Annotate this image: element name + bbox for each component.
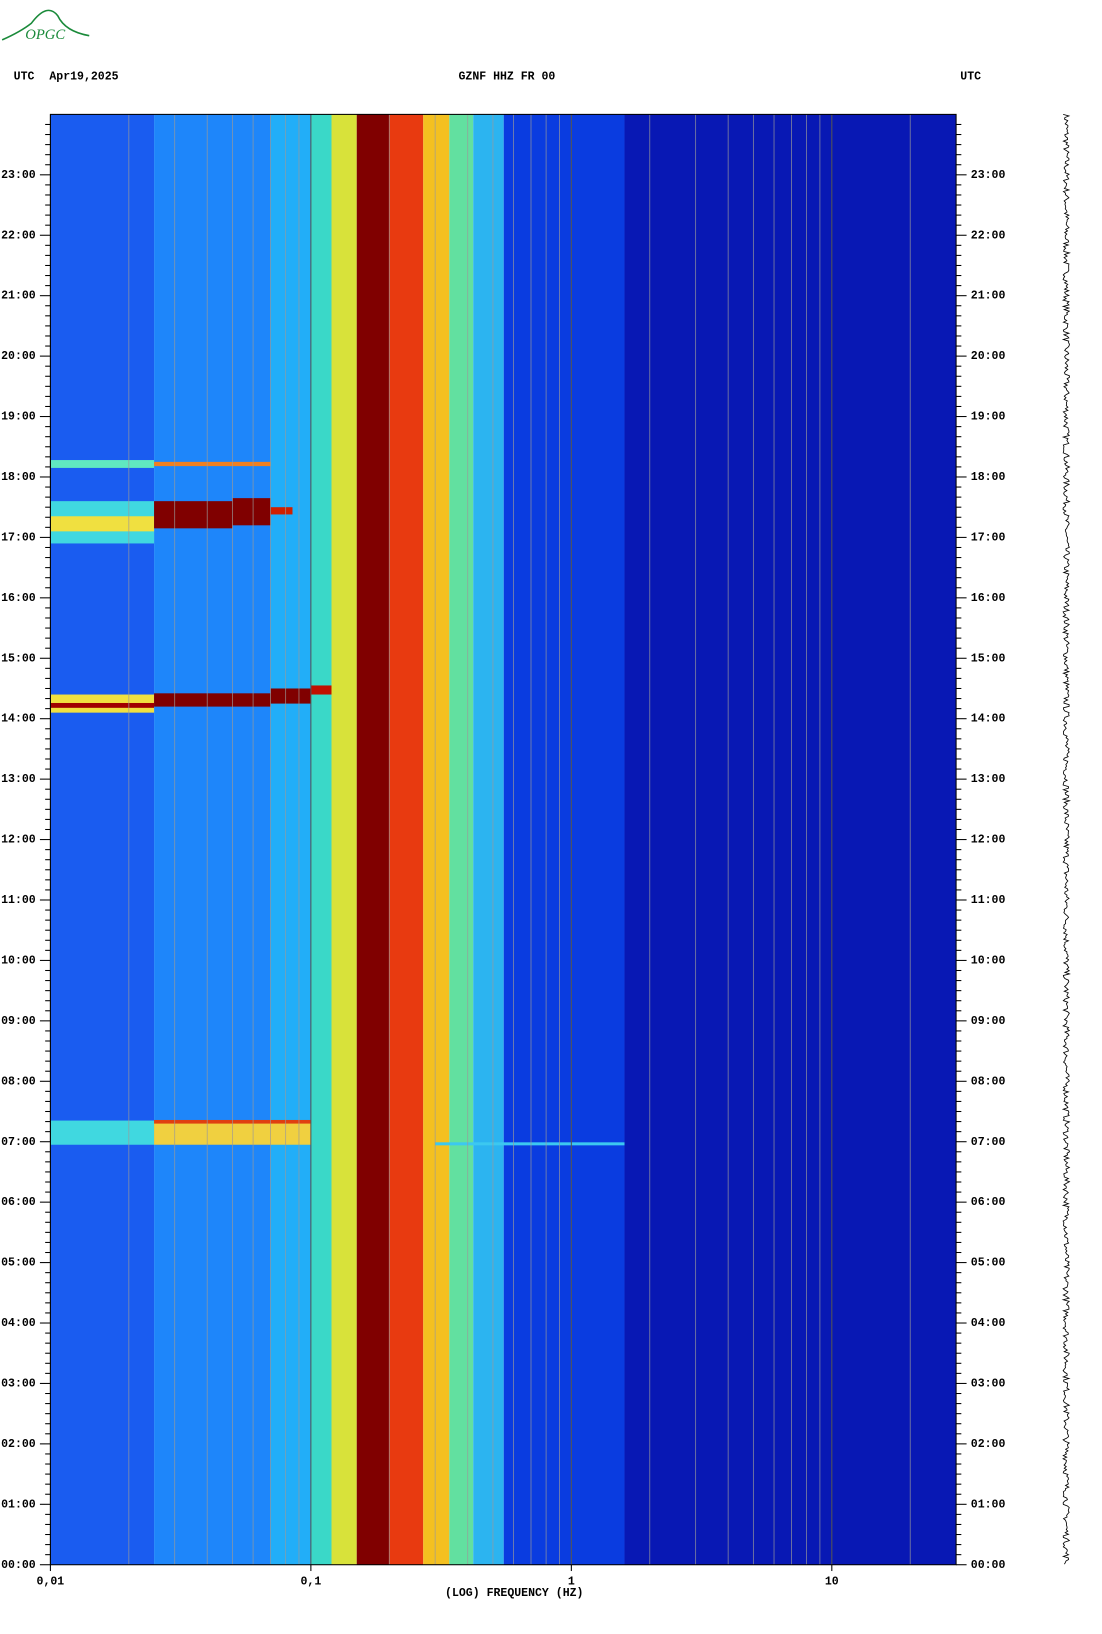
logo-curve	[1, 9, 90, 41]
event	[435, 1142, 625, 1146]
y-tick-label: 19:00	[1, 411, 36, 424]
frequency-band	[449, 114, 474, 1565]
y-tick-label-right: 17:00	[971, 531, 1006, 544]
frequency-band	[154, 114, 271, 1565]
y-tick-label: 21:00	[1, 290, 36, 303]
y-tick-label: 03:00	[1, 1377, 36, 1390]
frequency-band	[389, 114, 424, 1565]
y-tick-label-right: 03:00	[971, 1377, 1006, 1390]
y-tick-label-right: 04:00	[971, 1317, 1006, 1330]
event	[154, 501, 233, 529]
y-tick-label-right: 13:00	[971, 773, 1006, 786]
y-tick-label: 14:00	[1, 713, 36, 726]
y-tick-label: 05:00	[1, 1257, 36, 1270]
y-tick-label-right: 12:00	[971, 834, 1006, 847]
frequency-band	[50, 114, 155, 1565]
y-tick-label-right: 15:00	[971, 652, 1006, 665]
x-tick-label: 0,01	[37, 1576, 65, 1589]
y-tick-label: 16:00	[1, 592, 36, 605]
y-tick-label-right: 21:00	[971, 290, 1006, 303]
y-tick-label: 15:00	[1, 652, 36, 665]
y-tick-label: 13:00	[1, 773, 36, 786]
y-tick-label-right: 23:00	[971, 169, 1006, 182]
event	[270, 688, 311, 704]
frequency-band	[473, 114, 504, 1565]
frequency-band	[624, 114, 957, 1565]
x-tick-label: 1	[568, 1576, 575, 1589]
event	[50, 702, 155, 708]
right-label: UTC	[960, 71, 981, 84]
y-tick-label-right: 07:00	[971, 1136, 1006, 1149]
x-tick-label: 0,1	[300, 1576, 321, 1589]
y-tick-label-right: 02:00	[971, 1438, 1006, 1451]
y-tick-label: 02:00	[1, 1438, 36, 1451]
y-tick-label-right: 19:00	[971, 411, 1006, 424]
event	[154, 693, 271, 707]
frequency-band	[423, 114, 450, 1565]
chart-title: GZNF HHZ FR 00	[458, 71, 555, 84]
y-tick-label-right: 06:00	[971, 1196, 1006, 1209]
frequency-band	[356, 114, 390, 1565]
y-tick-label-right: 22:00	[971, 229, 1006, 242]
y-tick-label: 17:00	[1, 531, 36, 544]
event	[310, 685, 332, 695]
event	[50, 516, 155, 532]
event	[154, 461, 271, 467]
seismogram-trace	[1061, 113, 1071, 1565]
x-tick-label: 10	[825, 1576, 839, 1589]
y-tick-label: 18:00	[1, 471, 36, 484]
y-tick-label-right: 05:00	[971, 1257, 1006, 1270]
y-tick-label-right: 20:00	[971, 350, 1006, 363]
y-tick-label-right: 09:00	[971, 1015, 1006, 1028]
y-tick-label: 11:00	[1, 894, 36, 907]
left-label: UTC	[14, 71, 35, 84]
y-tick-label-right: 08:00	[971, 1075, 1006, 1088]
y-tick-label-right: 01:00	[971, 1498, 1006, 1511]
event	[50, 1120, 155, 1145]
event	[270, 507, 293, 515]
y-tick-label-right: 18:00	[971, 471, 1006, 484]
y-tick-label: 23:00	[1, 169, 36, 182]
y-tick-label: 09:00	[1, 1015, 36, 1028]
y-tick-label: 12:00	[1, 834, 36, 847]
y-tick-label: 06:00	[1, 1196, 36, 1209]
y-tick-label-right: 11:00	[971, 894, 1006, 907]
logo: OPGC	[25, 27, 65, 43]
event	[232, 498, 271, 526]
y-tick-label: 08:00	[1, 1075, 36, 1088]
y-tick-label-right: 14:00	[971, 713, 1006, 726]
frequency-band	[503, 114, 625, 1565]
frequency-band	[270, 114, 311, 1565]
x-axis-label: (LOG) FREQUENCY (HZ)	[445, 1587, 583, 1600]
y-tick-label: 20:00	[1, 350, 36, 363]
y-tick-label: 00:00	[1, 1559, 36, 1572]
y-tick-label: 04:00	[1, 1317, 36, 1330]
event	[50, 460, 155, 468]
y-tick-label: 07:00	[1, 1136, 36, 1149]
y-tick-label: 01:00	[1, 1498, 36, 1511]
frequency-band	[331, 114, 357, 1565]
date: Apr19,2025	[49, 71, 118, 84]
y-tick-label-right: 16:00	[971, 592, 1006, 605]
y-tick-label-right: 10:00	[971, 954, 1006, 967]
y-tick-label: 10:00	[1, 954, 36, 967]
frequency-band	[310, 114, 332, 1565]
y-tick-label-right: 00:00	[971, 1559, 1006, 1572]
y-tick-label: 22:00	[1, 229, 36, 242]
